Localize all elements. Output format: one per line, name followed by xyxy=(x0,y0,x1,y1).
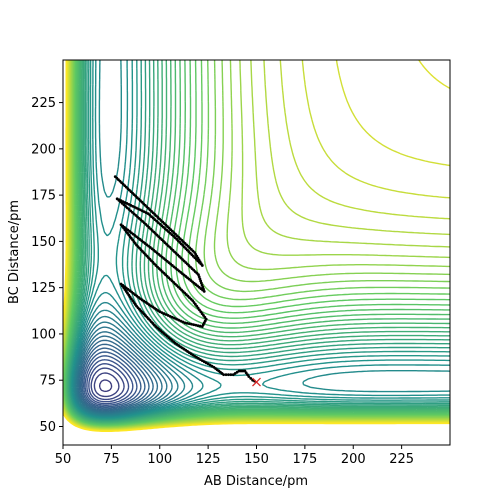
trajectory-point xyxy=(196,324,200,328)
trajectory-point xyxy=(200,325,204,328)
y-tick-label: 75 xyxy=(39,374,56,389)
y-tick-label: 100 xyxy=(31,327,56,342)
contour-line xyxy=(76,326,168,414)
trajectory-point xyxy=(162,312,166,315)
trajectory-points xyxy=(113,175,256,383)
x-tick-label: 150 xyxy=(244,452,269,467)
trajectory-point xyxy=(170,315,174,319)
x-tick-label: 50 xyxy=(55,452,72,467)
x-tick-label: 75 xyxy=(103,452,120,467)
trajectory-point xyxy=(187,322,191,326)
trajectory-point xyxy=(192,323,196,327)
contour-line xyxy=(79,339,154,411)
contour-line xyxy=(99,379,113,393)
trajectory-point xyxy=(160,311,164,315)
trajectory-point xyxy=(190,322,193,326)
trajectory-point xyxy=(241,369,245,373)
y-tick-label: 225 xyxy=(31,96,56,111)
contour-line xyxy=(75,321,173,415)
contour-line xyxy=(93,372,120,398)
y-tick-label: 175 xyxy=(31,189,56,204)
trajectory-point xyxy=(183,321,187,325)
y-axis: 50 75 100 125 150 175 200 225 xyxy=(31,96,63,435)
trajectory-point xyxy=(247,375,251,378)
trajectory-point xyxy=(194,323,198,327)
contour-line xyxy=(63,60,450,432)
trajectory-point xyxy=(237,369,241,373)
contour-line xyxy=(86,359,134,405)
trajectory-point xyxy=(166,314,170,317)
trajectory-point xyxy=(224,373,228,377)
trajectory-point xyxy=(198,324,202,328)
x-tick-label: 125 xyxy=(196,452,221,467)
x-tick-label: 100 xyxy=(147,452,172,467)
x-tick-label: 225 xyxy=(389,452,414,467)
trajectory-point xyxy=(179,319,183,323)
trajectory-point xyxy=(175,317,178,321)
x-tick-label: 200 xyxy=(341,452,366,467)
trajectory-point xyxy=(173,316,176,320)
contour-line xyxy=(84,355,138,406)
y-tick-label: 50 xyxy=(39,420,56,435)
contour-line xyxy=(81,347,146,409)
trajectory-point xyxy=(229,373,233,377)
x-axis: 50 75 100 125 150 175 200 225 xyxy=(55,445,414,467)
end-point-marker xyxy=(252,377,261,387)
contour-line xyxy=(83,351,142,408)
contour-line xyxy=(77,331,163,413)
trajectory-point xyxy=(239,369,243,373)
x-axis-label: AB Distance/pm xyxy=(204,474,308,489)
trajectory-point xyxy=(181,320,185,324)
trajectory-point xyxy=(164,313,168,316)
trajectory-point xyxy=(249,376,253,380)
y-tick-label: 150 xyxy=(31,235,56,250)
contour-line xyxy=(88,363,130,403)
y-axis-label: BC Distance/pm xyxy=(7,200,22,304)
trajectory-point xyxy=(168,314,172,318)
trajectory-point xyxy=(227,373,230,377)
x-tick-label: 175 xyxy=(292,452,317,467)
contour-line xyxy=(80,343,150,410)
trajectory-point xyxy=(222,373,226,377)
y-tick-label: 200 xyxy=(31,142,56,157)
contour-line xyxy=(78,335,159,413)
contour-lines xyxy=(63,60,450,432)
trajectory-point xyxy=(185,321,189,325)
y-tick-label: 125 xyxy=(31,281,56,296)
contour-line xyxy=(90,367,125,401)
trajectory-point xyxy=(177,318,181,322)
